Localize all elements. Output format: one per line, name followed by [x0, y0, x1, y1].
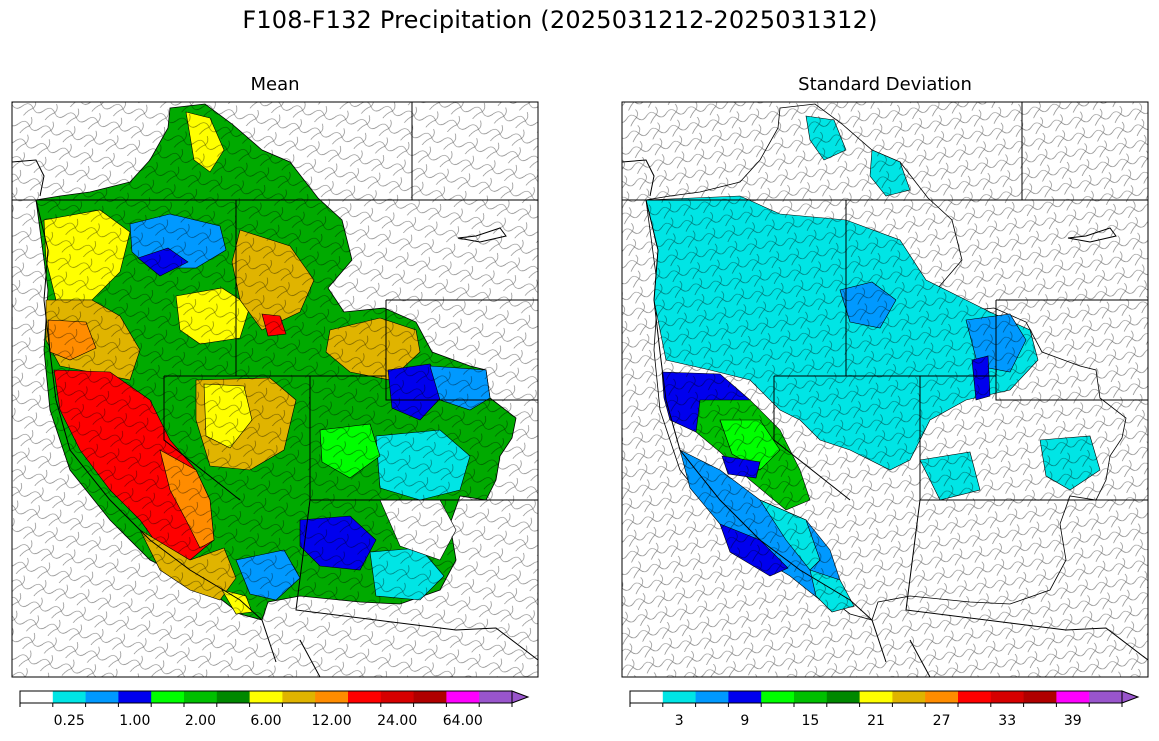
std-colorbar-bin — [761, 691, 795, 703]
mean-colorbar-bin — [216, 691, 251, 703]
std-colorbar-bin — [990, 691, 1025, 703]
std-colorbar-bin — [794, 691, 828, 703]
mean-colorbar-tick-label: 6.00 — [250, 713, 281, 729]
std-lake — [1067, 227, 1117, 243]
mean-colorbar-bin — [249, 691, 283, 703]
figure-title: F108-F132 Precipitation (2025031212-2025… — [242, 6, 878, 34]
mean-colorbar-bin — [20, 691, 54, 703]
mean-basemap — [12, 102, 538, 677]
mean-colorbar-bin — [315, 691, 349, 703]
std-colorbar-bin — [892, 691, 926, 703]
mean-colorbar-tick-label: 0.25 — [54, 713, 85, 729]
std-colorbar-extend-arrow — [1121, 690, 1140, 704]
mean-colorbar-bin — [446, 691, 480, 703]
std-basemap — [622, 102, 1148, 677]
std-basin-boundaries — [622, 102, 1148, 677]
mean-colorbar-tick-label: 64.00 — [443, 713, 483, 729]
std-colorbar-bin — [1089, 691, 1123, 703]
mean-basin-boundaries — [12, 102, 538, 677]
std-colorbar-bin — [925, 691, 959, 703]
mean-colorbar-tick-label: 1.00 — [119, 713, 150, 729]
mean-lake — [457, 227, 507, 243]
mean-colorbar-bin — [348, 691, 382, 703]
mean-colorbar-outline — [19, 690, 512, 704]
std-colorbar-bin — [1023, 691, 1057, 703]
mean-colorbar-bin — [52, 691, 87, 703]
mean-colorbar-extend-arrow — [511, 690, 530, 704]
std-colorbar-bin — [728, 691, 762, 703]
std-colorbar-tick-label: 27 — [933, 713, 951, 729]
mean-colorbar-bin — [184, 691, 218, 703]
std-colorbar-bin — [958, 691, 992, 703]
mean-colorbar-bin — [151, 691, 185, 703]
mean-colorbar-bin — [118, 691, 152, 703]
mean-map-frame — [11, 101, 539, 678]
std-colorbar-bin — [630, 691, 664, 703]
std-panel-title: Standard Deviation — [798, 74, 972, 95]
mean-colorbar-bin — [479, 691, 513, 703]
std-state-borders — [622, 102, 1148, 661]
mean-colorbar-tick-label: 24.00 — [377, 713, 417, 729]
std-colorbar-outline — [629, 690, 1122, 704]
mean-colorbar-tick-label: 2.00 — [185, 713, 216, 729]
std-colorbar-tick-label: 3 — [675, 713, 684, 729]
std-colorbar-tick-label: 15 — [801, 713, 819, 729]
std-colorbar-tick-label: 33 — [998, 713, 1016, 729]
std-colorbar-bin — [662, 691, 697, 703]
std-colorbar-bin — [1056, 691, 1090, 703]
std-colorbar-bin — [695, 691, 729, 703]
mean-colorbar-bin — [413, 691, 447, 703]
std-colorbar-bin — [859, 691, 893, 703]
std-colorbar: 3 9 15 21 27 33 39 — [629, 690, 1140, 729]
std-map — [621, 101, 1149, 678]
mean-panel-title: Mean — [250, 74, 300, 95]
std-colorbar-bin — [826, 691, 861, 703]
std-map-frame — [621, 101, 1149, 678]
mean-map — [11, 101, 539, 678]
mean-colorbar-bin — [282, 691, 316, 703]
mean-colorbar-bin — [380, 691, 415, 703]
mean-colorbar-tick-label: 12.00 — [312, 713, 352, 729]
std-colorbar-tick-label: 9 — [740, 713, 749, 729]
mean-coastline — [12, 159, 321, 677]
std-coastline — [622, 159, 931, 677]
mean-colorbar-bin — [85, 691, 119, 703]
std-colorbar-tick-label: 21 — [867, 713, 885, 729]
mean-colorbar: 0.25 1.00 2.00 6.00 12.00 24.00 64.00 — [19, 690, 530, 729]
mean-state-borders — [12, 102, 538, 661]
std-colorbar-tick-label: 39 — [1064, 713, 1082, 729]
